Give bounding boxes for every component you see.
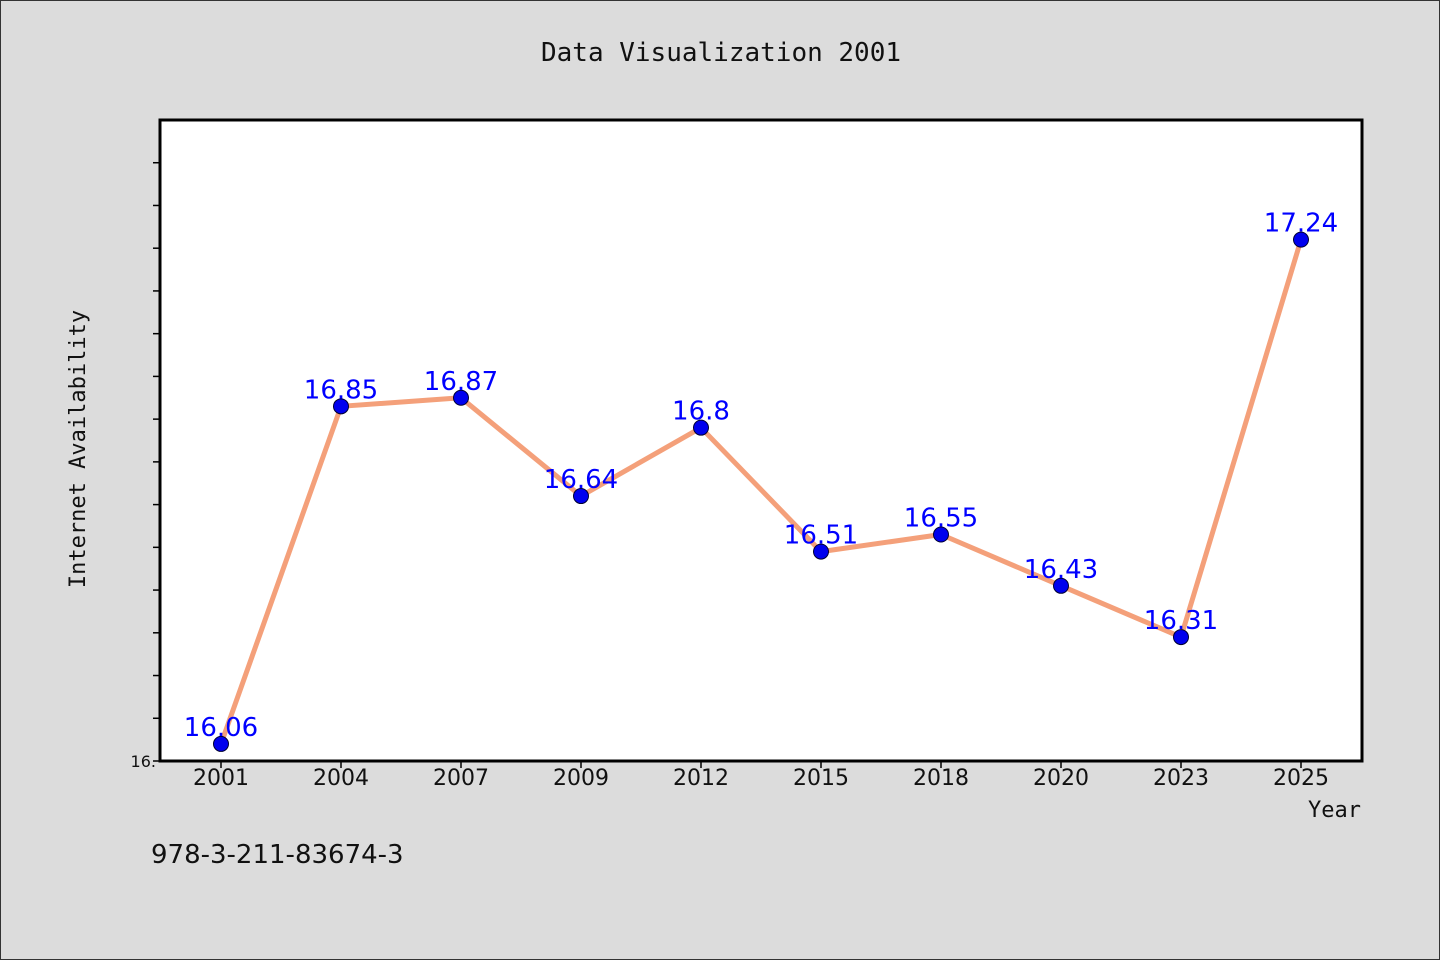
- x-tick-label: 2004: [313, 766, 369, 791]
- data-label: 16.85: [304, 375, 378, 405]
- x-tick-label: 2007: [433, 766, 489, 791]
- footer-isbn: 978-3-211-83674-3: [151, 840, 404, 870]
- x-tick-label: 2020: [1033, 766, 1089, 791]
- data-label: 16.51: [784, 521, 858, 551]
- x-tick-label: 2015: [793, 766, 849, 791]
- y-axis-ticks: [153, 161, 160, 762]
- y-tick-label: 16.: [131, 752, 156, 771]
- x-axis-ticks: [220, 761, 1302, 768]
- data-label: 16.87: [424, 367, 498, 397]
- y-axis-title: Internet Availability: [66, 310, 91, 588]
- plot-area: [158, 118, 1364, 763]
- data-label: 16.43: [1024, 555, 1098, 585]
- data-labels: 16.06 16.85 16.87 16.64 16.8 16.51 16.55 16.43 1…: [184, 209, 1338, 743]
- x-tick-label: 2025: [1273, 766, 1329, 791]
- x-tick-label: 2023: [1153, 766, 1209, 791]
- data-label: 16.64: [544, 465, 618, 495]
- data-label: 17.24: [1264, 209, 1338, 239]
- data-point: [933, 526, 949, 543]
- data-label: 16.31: [1144, 606, 1218, 636]
- series-line: [218, 238, 1304, 745]
- data-label: 16.55: [904, 504, 978, 534]
- x-tick-label: 2018: [913, 766, 969, 791]
- data-label: 16.8: [672, 397, 730, 427]
- chart-title: Data Visualization 2001: [541, 38, 901, 68]
- data-point: [573, 488, 589, 505]
- data-point: [213, 735, 229, 752]
- data-point: [453, 389, 469, 406]
- x-axis-title: Year: [1308, 798, 1361, 823]
- x-tick-label: 2009: [553, 766, 609, 791]
- x-tick-label: 2001: [193, 766, 249, 791]
- x-tick-label: 2012: [673, 766, 729, 791]
- data-point: [1053, 577, 1069, 594]
- data-label: 16.06: [184, 713, 258, 743]
- data-point: [693, 419, 709, 436]
- data-point: [333, 398, 349, 415]
- x-axis-tick-labels: 2001 2004 2007 2009 2012 2015 2018 2020 2023 2025: [193, 766, 1329, 791]
- series-markers: [213, 231, 1309, 752]
- data-point: [813, 543, 829, 560]
- data-point: [1293, 231, 1309, 248]
- data-point: [1173, 629, 1189, 646]
